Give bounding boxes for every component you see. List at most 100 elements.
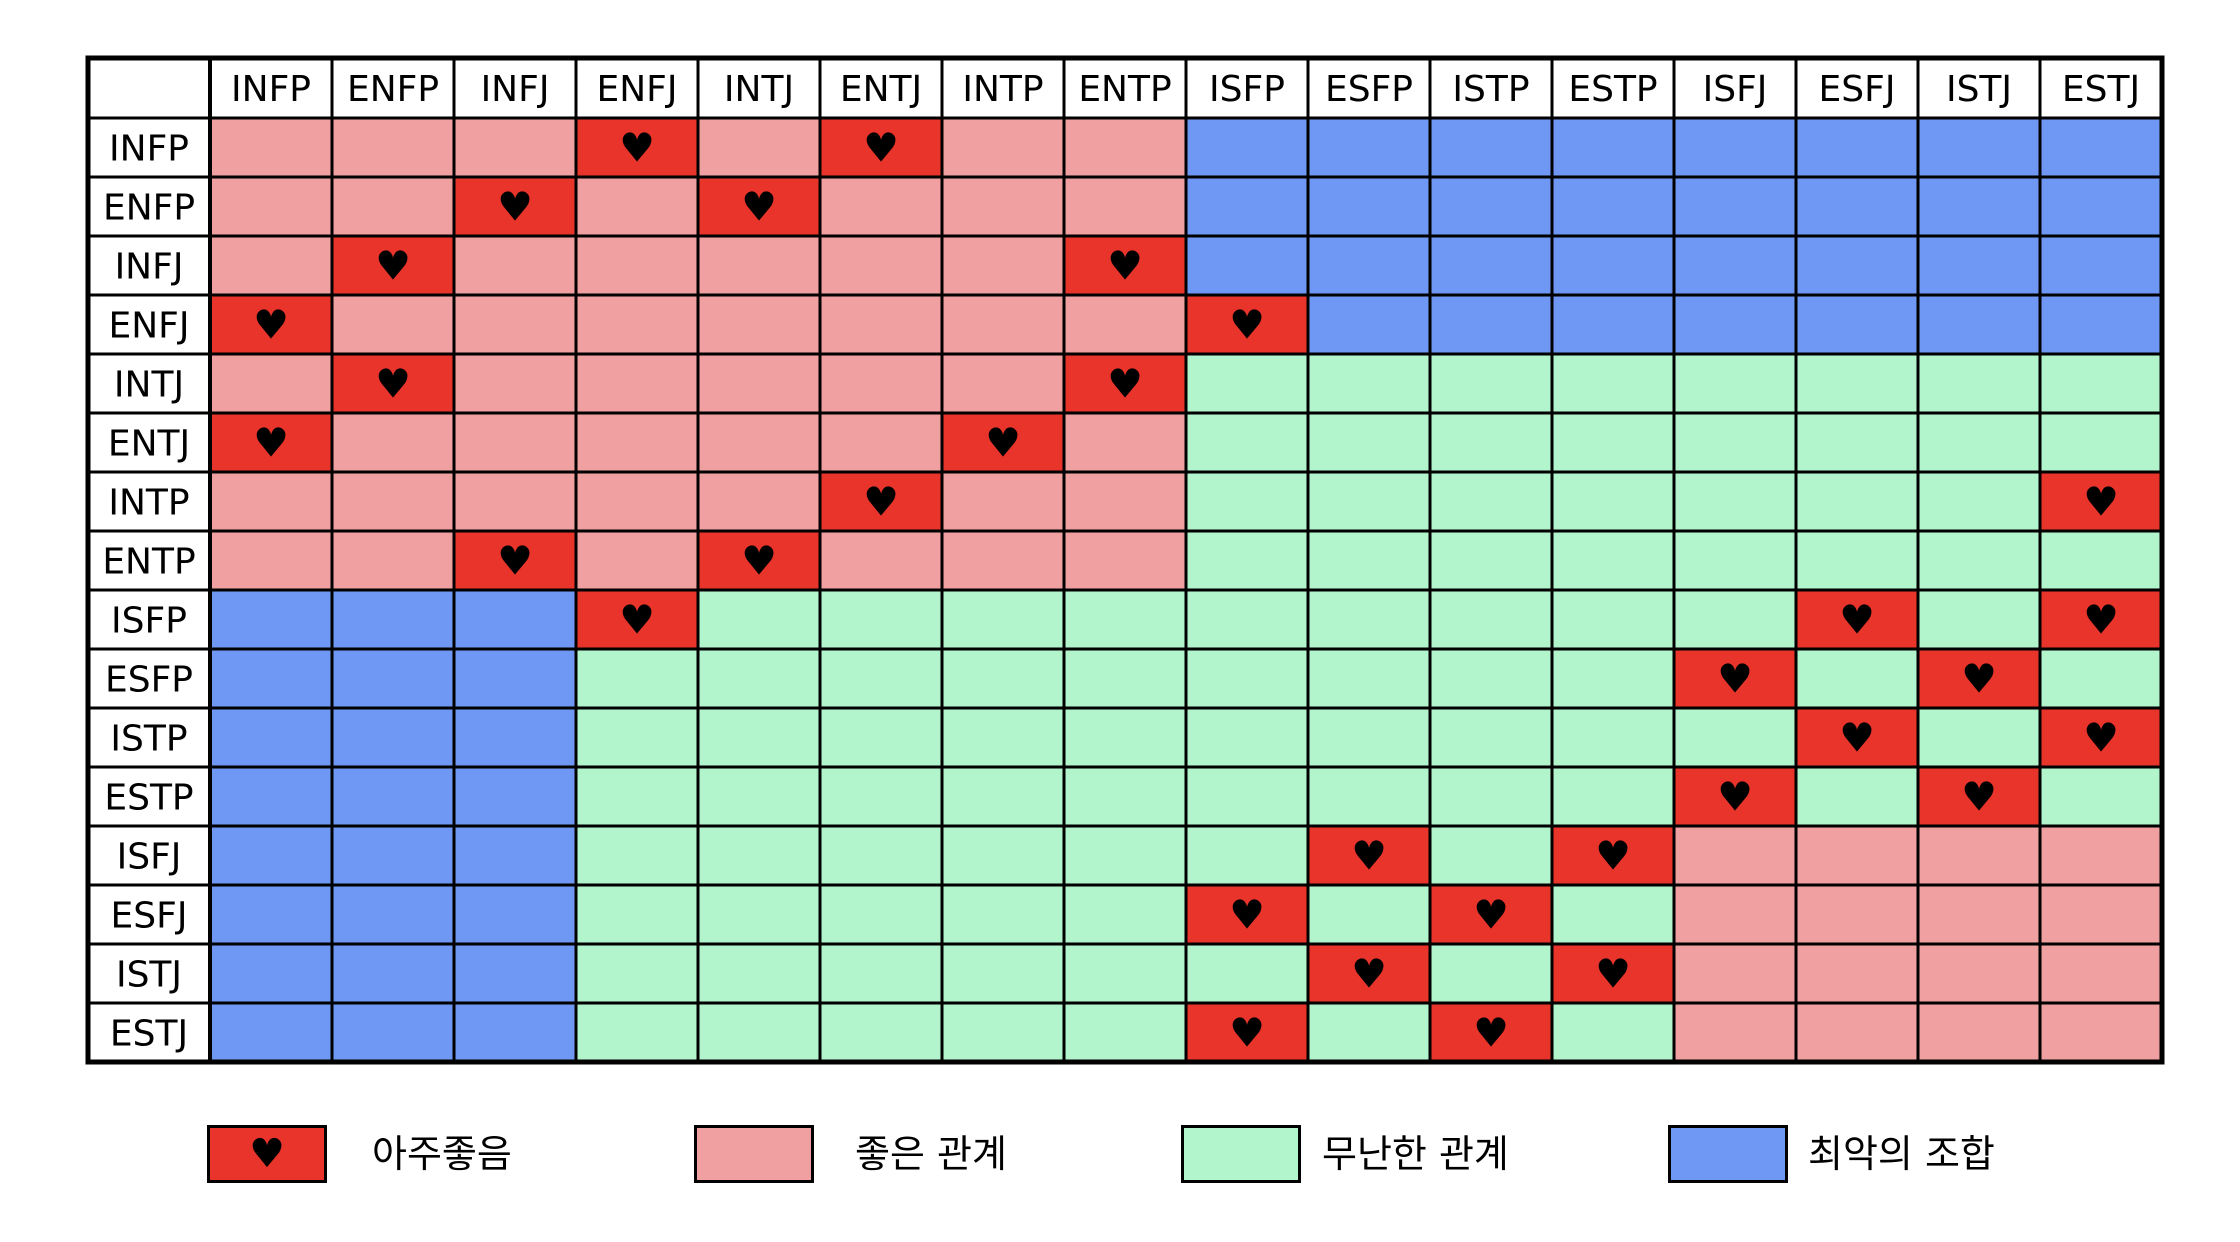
column-header: ENTJ bbox=[840, 69, 922, 110]
heatmap-cell bbox=[1184, 588, 1310, 651]
heatmap-cell bbox=[818, 175, 944, 238]
column-header: ENFP bbox=[347, 69, 439, 110]
heatmap-cell bbox=[940, 116, 1066, 179]
heatmap-cell bbox=[1550, 175, 1676, 238]
heatmap-cell bbox=[2038, 529, 2164, 592]
heart-icon: ♥ bbox=[2083, 480, 2119, 526]
heatmap-cell bbox=[208, 529, 334, 592]
heatmap-cell bbox=[330, 706, 456, 769]
heatmap-cell bbox=[696, 234, 822, 297]
heatmap-cell bbox=[940, 1001, 1066, 1064]
heatmap-cell bbox=[696, 765, 822, 828]
heatmap-cell bbox=[1672, 942, 1798, 1005]
heatmap-cell bbox=[330, 765, 456, 828]
heatmap-cell bbox=[1062, 824, 1188, 887]
heatmap-cell bbox=[1184, 116, 1310, 179]
heatmap-cell bbox=[1428, 824, 1554, 887]
heatmap-cell bbox=[574, 647, 700, 710]
heatmap-cell bbox=[1672, 234, 1798, 297]
heatmap-cell bbox=[1794, 293, 1920, 356]
heatmap-cell bbox=[940, 293, 1066, 356]
heart-icon: ♥ bbox=[1595, 952, 1631, 998]
heatmap-cell bbox=[1794, 765, 1920, 828]
heatmap-cell bbox=[940, 470, 1066, 533]
heatmap-cell bbox=[1306, 116, 1432, 179]
heatmap-cell bbox=[1306, 706, 1432, 769]
heatmap-cell bbox=[1916, 470, 2042, 533]
heatmap-cell bbox=[1428, 411, 1554, 474]
heart-icon: ♥ bbox=[1229, 1011, 1265, 1057]
heatmap-cell bbox=[1794, 706, 1920, 769]
heatmap-cell bbox=[1184, 706, 1310, 769]
heart-icon: ♥ bbox=[1107, 362, 1143, 408]
heatmap-cell bbox=[1672, 706, 1798, 769]
heatmap-cell bbox=[1428, 352, 1554, 415]
heatmap-cell bbox=[1184, 942, 1310, 1005]
heatmap-cell bbox=[1306, 883, 1432, 946]
heatmap-cell bbox=[1062, 647, 1188, 710]
heatmap-cell bbox=[574, 352, 700, 415]
heatmap-cell bbox=[330, 883, 456, 946]
heatmap-cell bbox=[1672, 470, 1798, 533]
heatmap-cell bbox=[1794, 470, 1920, 533]
heatmap-cell bbox=[574, 824, 700, 887]
heatmap-cell bbox=[1062, 352, 1188, 415]
heart-icon: ♥ bbox=[1961, 657, 1997, 703]
heatmap-cell bbox=[940, 942, 1066, 1005]
heatmap-cell bbox=[1428, 883, 1554, 946]
heart-icon: ♥ bbox=[1473, 893, 1509, 939]
heatmap-cell bbox=[1184, 234, 1310, 297]
heatmap-cell bbox=[818, 293, 944, 356]
heatmap-cell bbox=[330, 529, 456, 592]
column-header: INFP bbox=[231, 69, 311, 110]
heatmap-cell bbox=[818, 234, 944, 297]
heatmap-cell bbox=[2038, 1001, 2164, 1064]
heatmap-cell bbox=[1062, 883, 1188, 946]
heatmap-cell bbox=[1550, 529, 1676, 592]
heatmap-cell bbox=[1916, 647, 2042, 710]
column-header: INFJ bbox=[481, 69, 550, 110]
heatmap-cell bbox=[818, 647, 944, 710]
heatmap-cell bbox=[574, 175, 700, 238]
row-header: ENTJ bbox=[108, 424, 190, 465]
heart-icon: ♥ bbox=[985, 421, 1021, 467]
heatmap-cell bbox=[1184, 824, 1310, 887]
column-header: ESTJ bbox=[2062, 69, 2140, 110]
heatmap-cell bbox=[1916, 411, 2042, 474]
heart-icon: ♥ bbox=[1107, 244, 1143, 290]
heatmap-cell bbox=[1550, 470, 1676, 533]
heatmap-cell bbox=[1794, 883, 1920, 946]
heatmap-cell bbox=[1672, 1001, 1798, 1064]
row-header: ESTP bbox=[104, 778, 193, 819]
heatmap-cell bbox=[1428, 706, 1554, 769]
heatmap-cell bbox=[1306, 647, 1432, 710]
heatmap-cell bbox=[330, 588, 456, 651]
heatmap-cell bbox=[1916, 352, 2042, 415]
heatmap-cell bbox=[818, 352, 944, 415]
heatmap-cell bbox=[330, 647, 456, 710]
heatmap-cell bbox=[940, 411, 1066, 474]
heatmap-cell bbox=[940, 588, 1066, 651]
heatmap-cell bbox=[1062, 234, 1188, 297]
heatmap-cell bbox=[1428, 293, 1554, 356]
heart-icon: ♥ bbox=[1229, 303, 1265, 349]
heatmap-cell bbox=[818, 824, 944, 887]
heart-icon: ♥ bbox=[1961, 775, 1997, 821]
heatmap-cell bbox=[1062, 588, 1188, 651]
heart-icon: ♥ bbox=[863, 480, 899, 526]
heatmap-cell bbox=[208, 175, 334, 238]
heatmap-cell bbox=[208, 765, 334, 828]
heatmap-cell bbox=[1672, 647, 1798, 710]
heatmap-cell bbox=[208, 352, 334, 415]
heatmap-cell bbox=[1672, 588, 1798, 651]
heatmap-cell bbox=[574, 883, 700, 946]
heatmap-cell bbox=[574, 588, 700, 651]
heatmap-cell bbox=[452, 234, 578, 297]
heart-icon: ♥ bbox=[375, 362, 411, 408]
heatmap-cell bbox=[1672, 411, 1798, 474]
heatmap-cell bbox=[574, 765, 700, 828]
row-header: ENFJ bbox=[109, 306, 190, 347]
heatmap-cell bbox=[1794, 234, 1920, 297]
heatmap-cell bbox=[574, 470, 700, 533]
heatmap-cell bbox=[940, 765, 1066, 828]
